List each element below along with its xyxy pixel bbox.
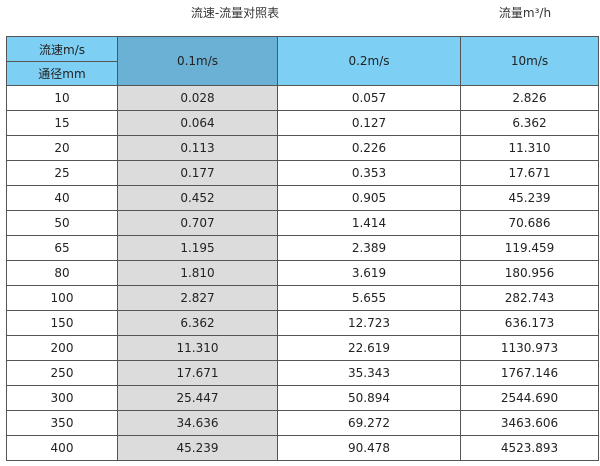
- unit-label: 流量m³/h: [498, 6, 552, 20]
- flow-0.2-cell: 69.272: [277, 410, 461, 436]
- table-row: 80 1.810 3.619 180.956: [6, 260, 599, 286]
- flow-0.2-cell: 35.343: [277, 360, 461, 386]
- table-row: 10 0.028 0.057 2.826: [6, 85, 599, 111]
- flow-10-cell: 45.239: [460, 185, 599, 211]
- flow-10-cell: 70.686: [460, 210, 599, 236]
- diameter-cell: 40: [6, 185, 118, 211]
- diameter-cell: 300: [6, 385, 118, 411]
- flow-0.1-cell: 1.810: [117, 260, 278, 286]
- velocity-header: 流速m/s: [6, 36, 118, 62]
- flow-0.2-cell: 0.226: [277, 135, 461, 161]
- diameter-cell: 25: [6, 160, 118, 186]
- flow-rate-table: 流速m/s 0.1m/s 0.2m/s 10m/s 通径mm 10 0.028 0.…: [6, 36, 599, 461]
- flow-0.1-cell: 45.239: [117, 435, 278, 461]
- diameter-cell: 250: [6, 360, 118, 386]
- diameter-cell: 10: [6, 85, 118, 111]
- table-row: 400 45.239 90.478 4523.893: [6, 435, 599, 461]
- diameter-cell: 20: [6, 135, 118, 161]
- flow-0.2-cell: 90.478: [277, 435, 461, 461]
- flow-10-cell: 4523.893: [460, 435, 599, 461]
- flow-10-cell: 2544.690: [460, 385, 599, 411]
- column-header-0.2: 0.2m/s: [277, 36, 461, 86]
- diameter-cell: 50: [6, 210, 118, 236]
- diameter-cell: 100: [6, 285, 118, 311]
- table-row: 100 2.827 5.655 282.743: [6, 285, 599, 311]
- flow-0.2-cell: 12.723: [277, 310, 461, 336]
- flow-0.1-cell: 25.447: [117, 385, 278, 411]
- table-row: 25 0.177 0.353 17.671: [6, 160, 599, 186]
- diameter-cell: 15: [6, 110, 118, 136]
- flow-0.1-cell: 0.452: [117, 185, 278, 211]
- flow-0.1-cell: 6.362: [117, 310, 278, 336]
- flow-0.2-cell: 50.894: [277, 385, 461, 411]
- flow-0.1-cell: 17.671: [117, 360, 278, 386]
- table-title: 流速-流量对照表: [190, 6, 280, 20]
- flow-10-cell: 11.310: [460, 135, 599, 161]
- flow-10-cell: 180.956: [460, 260, 599, 286]
- column-header-10: 10m/s: [460, 36, 599, 86]
- table-row: 15 0.064 0.127 6.362: [6, 110, 599, 136]
- flow-10-cell: 636.173: [460, 310, 599, 336]
- flow-10-cell: 282.743: [460, 285, 599, 311]
- flow-0.2-cell: 0.905: [277, 185, 461, 211]
- flow-10-cell: 6.362: [460, 110, 599, 136]
- flow-0.1-cell: 1.195: [117, 235, 278, 261]
- flow-0.1-cell: 0.028: [117, 85, 278, 111]
- flow-0.1-cell: 34.636: [117, 410, 278, 436]
- table-row: 20 0.113 0.226 11.310: [6, 135, 599, 161]
- flow-10-cell: 1130.973: [460, 335, 599, 361]
- flow-0.1-cell: 0.707: [117, 210, 278, 236]
- table-row: 250 17.671 35.343 1767.146: [6, 360, 599, 386]
- column-header-0.1: 0.1m/s: [117, 36, 278, 86]
- header-row-2: 通径mm: [6, 61, 599, 86]
- flow-10-cell: 119.459: [460, 235, 599, 261]
- flow-0.2-cell: 22.619: [277, 335, 461, 361]
- flow-0.2-cell: 3.619: [277, 260, 461, 286]
- table-row: 350 34.636 69.272 3463.606: [6, 410, 599, 436]
- diameter-cell: 350: [6, 410, 118, 436]
- flow-0.1-cell: 0.113: [117, 135, 278, 161]
- table-row: 50 0.707 1.414 70.686: [6, 210, 599, 236]
- table-row: 300 25.447 50.894 2544.690: [6, 385, 599, 411]
- flow-0.2-cell: 5.655: [277, 285, 461, 311]
- table-row: 65 1.195 2.389 119.459: [6, 235, 599, 261]
- flow-0.2-cell: 0.353: [277, 160, 461, 186]
- diameter-cell: 200: [6, 335, 118, 361]
- flow-0.2-cell: 1.414: [277, 210, 461, 236]
- flow-0.1-cell: 0.177: [117, 160, 278, 186]
- diameter-cell: 65: [6, 235, 118, 261]
- flow-0.2-cell: 0.057: [277, 85, 461, 111]
- header-row: 流速m/s 0.1m/s 0.2m/s 10m/s: [6, 36, 599, 86]
- flow-0.1-cell: 11.310: [117, 335, 278, 361]
- diameter-cell: 80: [6, 260, 118, 286]
- flow-10-cell: 17.671: [460, 160, 599, 186]
- flow-10-cell: 2.826: [460, 85, 599, 111]
- flow-10-cell: 1767.146: [460, 360, 599, 386]
- flow-0.2-cell: 2.389: [277, 235, 461, 261]
- flow-0.1-cell: 0.064: [117, 110, 278, 136]
- diameter-cell: 400: [6, 435, 118, 461]
- diameter-cell: 150: [6, 310, 118, 336]
- flow-10-cell: 3463.606: [460, 410, 599, 436]
- table-row: 150 6.362 12.723 636.173: [6, 310, 599, 336]
- flow-0.1-cell: 2.827: [117, 285, 278, 311]
- diameter-header: 通径mm: [6, 61, 118, 86]
- table-row: 200 11.310 22.619 1130.973: [6, 335, 599, 361]
- table-row: 40 0.452 0.905 45.239: [6, 185, 599, 211]
- flow-0.2-cell: 0.127: [277, 110, 461, 136]
